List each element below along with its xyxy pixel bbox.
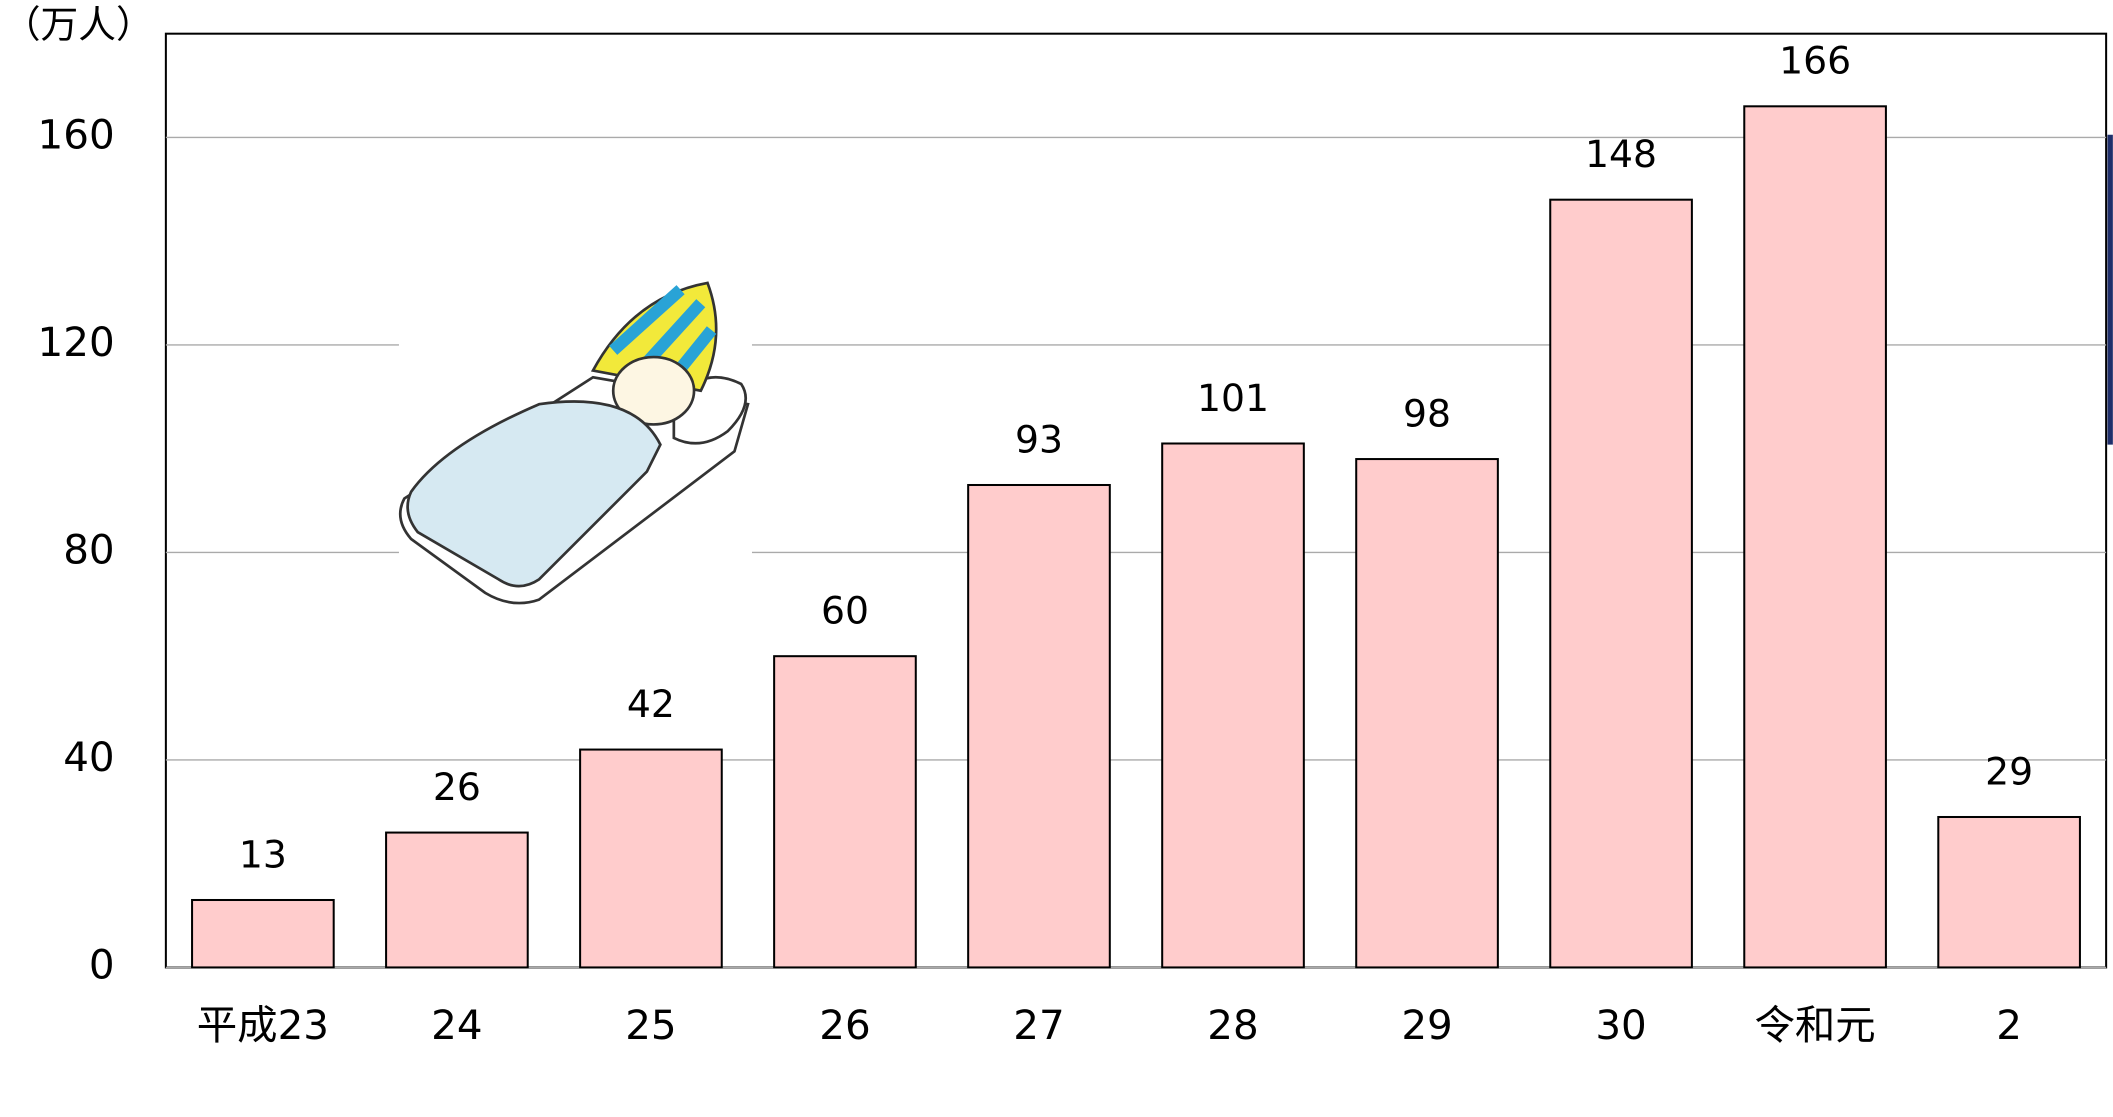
data-label: 93 (1015, 417, 1063, 461)
data-label: 148 (1585, 132, 1657, 176)
illustration (398, 269, 752, 620)
bar (1743, 105, 1887, 969)
y-axis-label: （万人） (3, 2, 154, 46)
y-tick-label: 120 (38, 318, 115, 366)
bar (1355, 458, 1499, 969)
data-label: 26 (433, 765, 481, 809)
bar (1937, 815, 2081, 969)
x-tick-label: 28 (1207, 1001, 1258, 1049)
y-tick-label: 0 (89, 940, 115, 988)
y-tick-label: 40 (63, 733, 114, 781)
bar (1161, 442, 1305, 969)
x-tick-label: 2 (1996, 1001, 2022, 1049)
x-tick-label: 27 (1013, 1001, 1064, 1049)
bar (967, 483, 1111, 969)
data-label: 60 (821, 589, 869, 633)
data-label: 29 (1985, 749, 2033, 793)
bar (385, 831, 529, 969)
data-label: 98 (1403, 391, 1451, 435)
x-tick-label: 26 (819, 1001, 870, 1049)
x-tick-label: 29 (1401, 1001, 1452, 1049)
x-tick-label: 25 (625, 1001, 676, 1049)
x-tick-label: 平成23 (197, 1001, 329, 1049)
bar (579, 748, 723, 969)
x-tick-label: 令和元 (1754, 1001, 1875, 1049)
blanket (406, 400, 662, 588)
y-tick-label: 80 (63, 525, 114, 573)
x-tick-label: 24 (431, 1001, 482, 1049)
face (611, 355, 696, 426)
bar (191, 898, 335, 969)
data-label: 101 (1197, 376, 1269, 420)
data-label: 13 (239, 832, 287, 876)
bar (773, 655, 917, 969)
data-label: 42 (627, 682, 675, 726)
data-label: 166 (1779, 39, 1851, 83)
y-tick-label: 160 (38, 110, 115, 158)
x-tick-label: 30 (1595, 1001, 1646, 1049)
bar (1549, 198, 1693, 969)
